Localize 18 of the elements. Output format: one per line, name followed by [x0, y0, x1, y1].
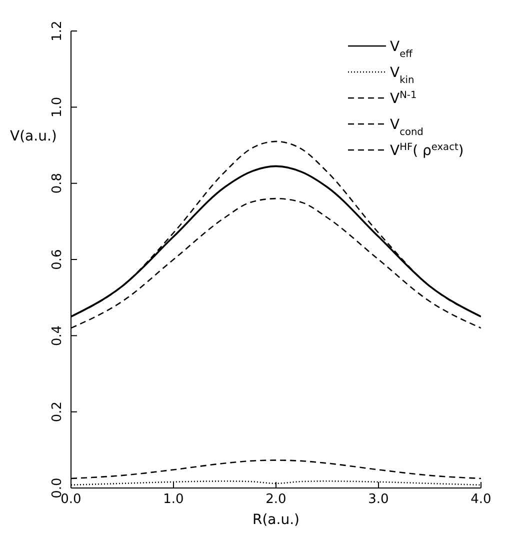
x-tick-label: 4.0: [470, 492, 492, 507]
y-tick-label: 1.2: [50, 20, 65, 42]
x-tick-label: 3.0: [368, 492, 389, 507]
x-axis-title: R(a.u.): [252, 512, 300, 528]
x-tick-label: 2.0: [266, 492, 286, 507]
legend-label: V$^{HF}$( ρ$^{exact}$): [390, 142, 464, 159]
y-tick-label: 0.4: [50, 325, 65, 346]
legend-label: V$_{eff}$: [390, 39, 413, 60]
legend-label: V$^{N-1}$: [390, 90, 417, 107]
legend-label: V$_{kin}$: [390, 65, 414, 86]
y-tick-label: 0.6: [50, 249, 65, 270]
y-tick-label: 1.0: [50, 96, 65, 118]
x-tick-label: 0.0: [60, 492, 82, 507]
y-axis-title: V(a.u.): [10, 128, 57, 145]
y-tick-label: 0.8: [50, 172, 65, 194]
y-tick-label: 0.2: [50, 401, 65, 422]
x-tick-label: 1.0: [163, 492, 184, 507]
legend-label: V$_{cond}$: [390, 117, 424, 138]
